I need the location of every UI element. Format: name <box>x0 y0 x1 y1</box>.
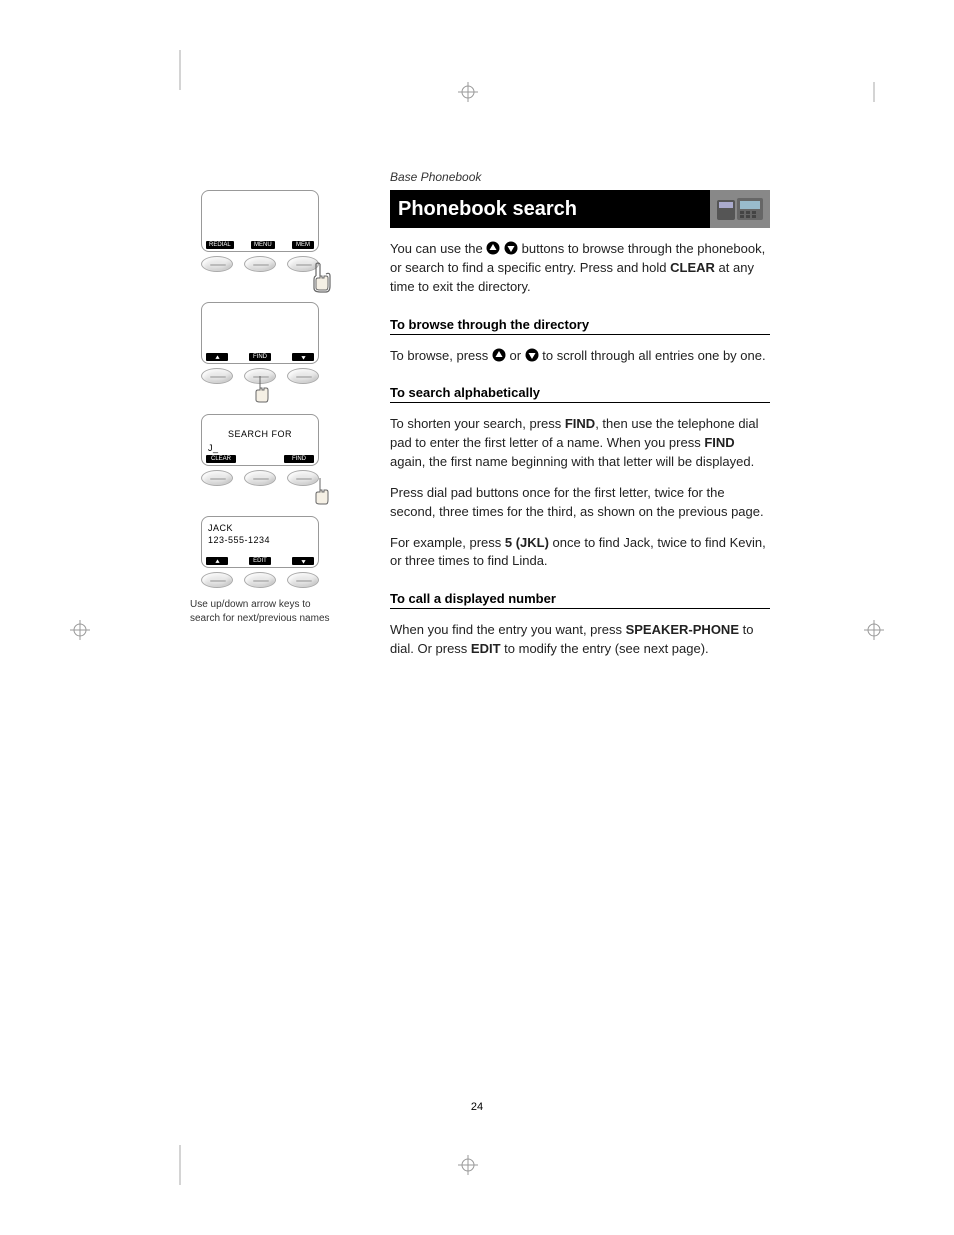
soft-label-clear: CLEAR <box>206 455 236 463</box>
lcd-search-title: SEARCH FOR <box>208 429 312 439</box>
call-paragraph: When you find the entry you want, press … <box>390 621 770 659</box>
softkey-mid <box>244 470 276 486</box>
sidebar-caption: Use up/down arrow keys to search for nex… <box>190 598 330 625</box>
search-p1-pre: To shorten your search, press <box>390 416 565 431</box>
down-arrow-icon <box>504 241 518 255</box>
screen-3: SEARCH FOR J_ CLEAR FIND <box>180 414 340 486</box>
page-title: Phonebook search <box>398 198 577 221</box>
soft-label-menu: MENU <box>251 241 275 249</box>
softkey-right <box>287 368 319 384</box>
down-arrow-label <box>292 353 314 361</box>
soft-label-redial: REDIAL <box>206 241 234 249</box>
search-p3: For example, press 5 (JKL) once to find … <box>390 534 770 572</box>
soft-label-mem: MEM <box>292 241 314 249</box>
softkey-left <box>201 470 233 486</box>
soft-label-find: FIND <box>284 455 314 463</box>
title-bar: Phonebook search <box>390 190 770 228</box>
screen-2: FIND <box>180 302 340 384</box>
search-p1-post: again, the first name beginning with tha… <box>390 454 754 469</box>
softkey-left <box>201 572 233 588</box>
button-row-3 <box>201 468 319 486</box>
softkey-mid <box>244 572 276 588</box>
button-row-1 <box>201 254 319 272</box>
search-p2: Press dial pad buttons once for the firs… <box>390 484 770 522</box>
soft-label-edit: EDIT <box>249 557 271 565</box>
screen-1: REDIAL MENU MEM <box>180 190 340 272</box>
lcd-search-input: J_ <box>208 443 312 453</box>
down-arrow-label <box>292 557 314 565</box>
intro-clear: CLEAR <box>670 260 715 275</box>
intro-pre: You can use the <box>390 241 486 256</box>
main-content: Base Phonebook Phonebook search You can … <box>390 170 770 671</box>
browse-post: to scroll through all entries one by one… <box>542 348 765 363</box>
intro-paragraph: You can use the buttons to browse throug… <box>390 240 770 297</box>
soft-label-find: FIND <box>249 353 271 361</box>
heading-search: To search alphabetically <box>390 385 770 403</box>
lcd-entry-name: JACK <box>208 523 312 533</box>
browse-mid: or <box>510 348 525 363</box>
softkey-mid <box>244 256 276 272</box>
lcd-2: FIND <box>201 302 319 364</box>
lcd-1: REDIAL MENU MEM <box>201 190 319 252</box>
call-pre: When you find the entry you want, press <box>390 622 626 637</box>
call-edit: EDIT <box>471 641 501 656</box>
lcd-4: JACK 123-555-1234 EDIT <box>201 516 319 568</box>
search-find1: FIND <box>565 416 595 431</box>
up-arrow-label <box>206 353 228 361</box>
page-number: 24 <box>471 1101 483 1113</box>
sidebar-illustrations: REDIAL MENU MEM FIND <box>180 190 340 625</box>
lcd-3: SEARCH FOR J_ CLEAR FIND <box>201 414 319 466</box>
browse-pre: To browse, press <box>390 348 492 363</box>
search-p3-pre: For example, press <box>390 535 505 550</box>
section-header: Base Phonebook <box>390 170 770 184</box>
search-find2: FIND <box>704 435 734 450</box>
pointing-hand-icon <box>246 374 274 406</box>
browse-paragraph: To browse, press or to scroll through al… <box>390 347 770 366</box>
call-post: to modify the entry (see next page). <box>501 641 709 656</box>
up-arrow-icon <box>492 348 506 362</box>
search-p1: To shorten your search, press FIND, then… <box>390 415 770 472</box>
pointing-hand-icon <box>306 262 334 294</box>
up-arrow-label <box>206 557 228 565</box>
heading-browse: To browse through the directory <box>390 317 770 335</box>
search-5jkl: 5 (JKL) <box>505 535 549 550</box>
pointing-hand-icon <box>306 476 334 508</box>
softkey-left <box>201 256 233 272</box>
phone-photo-icon <box>710 190 770 228</box>
call-speakerphone: SPEAKER-PHONE <box>626 622 739 637</box>
softkey-left <box>201 368 233 384</box>
lcd-entry-number: 123-555-1234 <box>208 535 312 545</box>
up-arrow-icon <box>486 241 500 255</box>
down-arrow-icon <box>525 348 539 362</box>
screen-4: JACK 123-555-1234 EDIT <box>180 516 340 588</box>
heading-call: To call a displayed number <box>390 591 770 609</box>
button-row-4 <box>201 570 319 588</box>
softkey-right <box>287 572 319 588</box>
